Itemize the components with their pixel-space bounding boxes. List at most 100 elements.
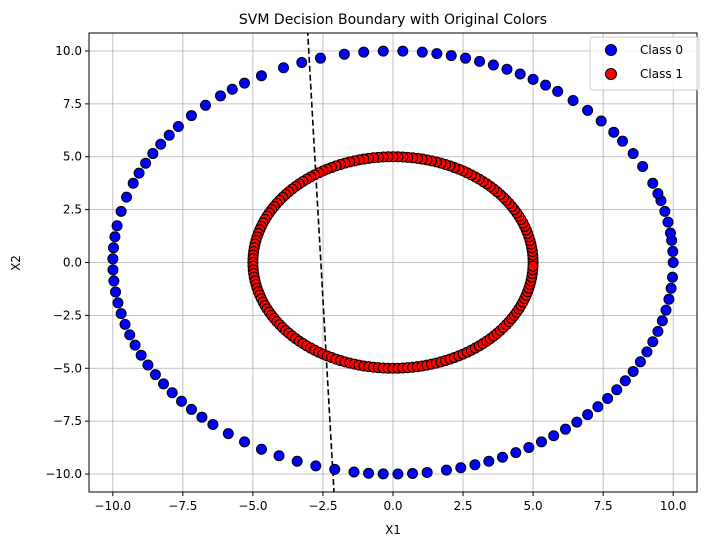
legend-label-class-0: Class 0	[640, 43, 683, 57]
data-point-class-0	[142, 359, 154, 371]
data-point-class-0	[278, 62, 290, 74]
data-point-class-0	[627, 365, 639, 377]
data-point-class-0	[608, 126, 620, 138]
data-point-class-0	[634, 356, 646, 368]
data-point-class-0	[155, 138, 167, 150]
data-point-class-0	[124, 329, 136, 341]
data-point-class-0	[647, 177, 659, 189]
data-point-class-0	[659, 205, 671, 217]
data-point-class-0	[226, 83, 238, 95]
data-point-class-0	[548, 430, 560, 442]
y-tick-label: 5.0	[63, 150, 82, 164]
data-point-class-0	[358, 46, 370, 58]
data-point-class-0	[291, 455, 303, 467]
data-point-class-0	[200, 99, 212, 111]
data-point-class-0	[108, 275, 120, 287]
legend-box	[589, 36, 700, 91]
data-point-class-0	[662, 216, 674, 228]
data-point-class-0	[647, 336, 659, 348]
decision-boundary-line	[306, 33, 335, 492]
data-point-class-0	[314, 52, 326, 64]
data-point-class-0	[664, 227, 676, 239]
data-point-class-0	[602, 392, 614, 404]
data-point-class-0	[619, 375, 631, 387]
data-point-class-0	[255, 70, 267, 82]
data-point-class-0	[487, 59, 499, 71]
data-point-class-0	[514, 68, 526, 80]
data-point-class-0	[140, 157, 152, 169]
data-point-class-0	[107, 242, 119, 254]
data-point-class-0	[133, 167, 145, 179]
data-point-class-0	[149, 369, 161, 381]
data-point-class-0	[571, 416, 583, 428]
data-point-class-0	[107, 264, 119, 276]
data-point-class-0	[109, 231, 121, 243]
data-point-class-0	[667, 271, 679, 283]
x-tick-label: 2.5	[453, 499, 472, 513]
data-point-class-0	[582, 409, 594, 421]
data-point-class-0	[397, 45, 409, 57]
decision-boundary-layer	[306, 33, 335, 492]
data-point-class-1	[527, 260, 539, 272]
data-point-class-0	[296, 57, 308, 69]
data-point-class-0	[592, 401, 604, 413]
y-tick-label: −10.0	[45, 467, 82, 481]
data-point-class-0	[112, 297, 124, 309]
data-point-class-0	[445, 50, 457, 62]
data-point-class-0	[667, 257, 679, 268]
data-point-class-0	[535, 436, 547, 448]
data-point-class-0	[667, 245, 679, 257]
data-point-class-0	[338, 48, 350, 60]
data-point-class-0	[469, 459, 481, 471]
data-point-class-0	[527, 73, 539, 85]
data-point-class-0	[115, 308, 127, 320]
data-point-class-0	[363, 467, 375, 479]
x-axis-ticks: −10.0 −7.5 −5.0 −2.5 0.0 2.5 5.0 7.5 10.0	[94, 492, 687, 513]
y-axis-label: X2	[9, 255, 23, 271]
data-point-class-0	[652, 188, 664, 200]
data-point-class-0	[121, 191, 133, 203]
data-point-class-0	[627, 148, 639, 160]
y-tick-label: −7.5	[53, 414, 82, 428]
x-tick-label: 7.5	[594, 499, 613, 513]
data-point-class-0	[166, 387, 178, 399]
data-point-class-0	[663, 293, 675, 305]
data-point-class-0	[222, 428, 234, 440]
y-tick-label: 0.0	[63, 256, 82, 270]
y-tick-label: 2.5	[63, 203, 82, 217]
data-point-class-0	[185, 403, 197, 415]
x-tick-label: 0.0	[383, 499, 402, 513]
series-0	[107, 45, 679, 480]
x-tick-label: −10.0	[94, 499, 131, 513]
data-point-class-0	[255, 443, 267, 455]
data-point-class-0	[510, 447, 522, 459]
data-point-class-0	[172, 121, 184, 133]
legend-marker-class-1	[605, 68, 617, 80]
data-point-class-0	[611, 384, 623, 396]
data-point-class-0	[111, 220, 123, 232]
data-point-class-0	[496, 451, 508, 463]
data-point-class-0	[416, 46, 428, 58]
data-point-class-0	[501, 63, 513, 75]
data-point-class-0	[196, 411, 208, 423]
data-point-class-0	[582, 104, 594, 116]
y-tick-label: 7.5	[63, 97, 82, 111]
data-point-class-0	[440, 464, 452, 476]
data-point-class-0	[652, 325, 664, 337]
data-point-class-0	[455, 462, 467, 474]
data-point-class-0	[567, 94, 579, 106]
data-points-layer	[107, 45, 679, 480]
x-tick-label: −2.5	[308, 499, 337, 513]
data-point-class-0	[157, 378, 169, 390]
data-point-class-0	[329, 463, 341, 475]
data-point-class-0	[523, 442, 535, 454]
y-axis-ticks: −10.0 −7.5 −5.0 −2.5 0.0 2.5 5.0 7.5 10.0	[45, 44, 89, 481]
data-point-class-0	[540, 79, 552, 91]
data-point-class-0	[348, 466, 360, 478]
legend-label-class-1: Class 1	[640, 67, 683, 81]
data-point-class-0	[273, 450, 285, 462]
data-point-class-0	[239, 436, 251, 448]
data-point-class-0	[176, 395, 188, 407]
data-point-class-0	[656, 315, 668, 327]
